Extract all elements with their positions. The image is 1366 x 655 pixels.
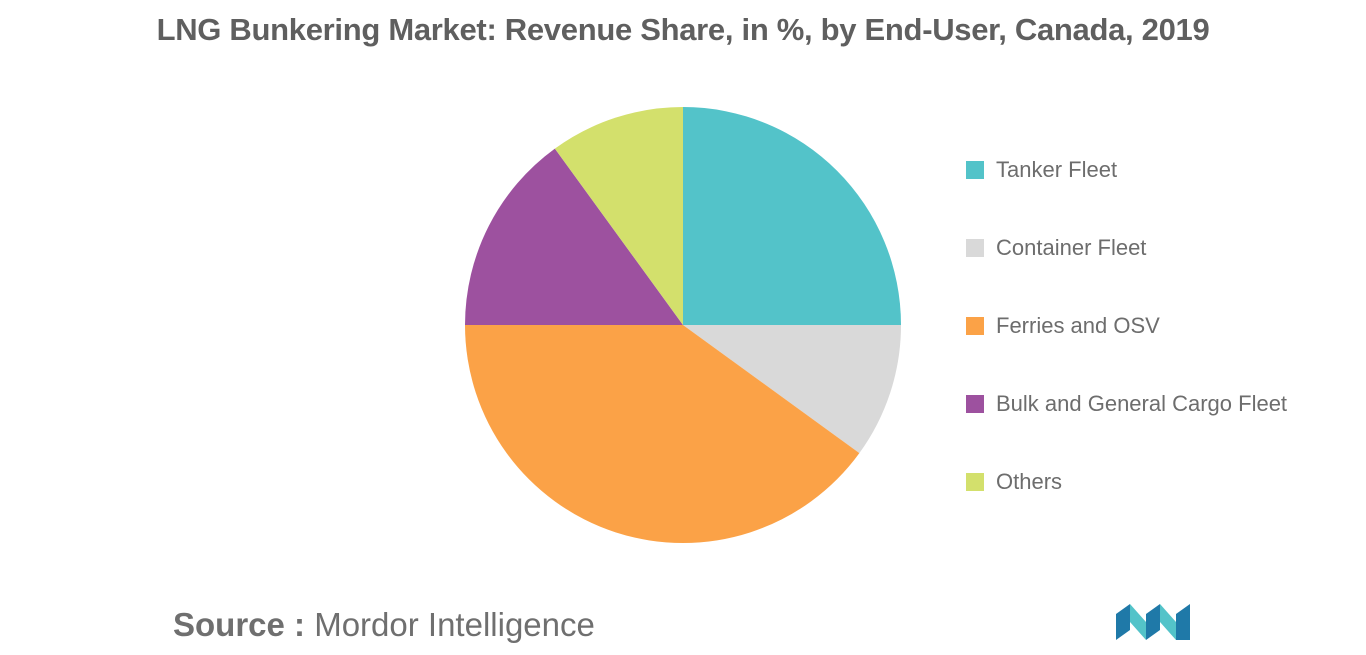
legend-item: Bulk and General Cargo Fleet	[966, 389, 1287, 419]
mordor-intelligence-logo-icon	[1116, 604, 1190, 640]
legend-swatch	[966, 317, 984, 335]
legend-item: Tanker Fleet	[966, 155, 1117, 185]
legend-swatch	[966, 473, 984, 491]
pie-slice-container-fleet	[683, 325, 901, 454]
pie-slice-ferries-and-osv	[465, 325, 860, 544]
legend-label: Tanker Fleet	[996, 157, 1118, 182]
legend-item: Ferries and OSV	[966, 311, 1160, 341]
legend-swatch	[966, 239, 984, 257]
legend-item: Container Fleet	[966, 233, 1146, 263]
source-text: Mordor Intelligence	[314, 606, 595, 643]
legend-label: Container Fleet	[996, 235, 1147, 260]
chart-title: LNG Bunkering Market: Revenue Share, in …	[156, 12, 1210, 47]
legend-label: Ferries and OSV	[996, 313, 1160, 338]
pie-slice-bulk-and-general-cargo-fleet	[465, 148, 683, 325]
legend-item: Others	[966, 467, 1062, 497]
source-note: Source : Mordor Intelligence	[173, 606, 595, 644]
pie-slice-others	[554, 107, 683, 325]
legend-label: Bulk and General Cargo Fleet	[996, 391, 1288, 416]
legend-swatch	[966, 395, 984, 413]
legend-swatch	[966, 161, 984, 179]
legend-label: Others	[996, 469, 1063, 494]
source-prefix: Source :	[173, 606, 306, 643]
pie-slice-tanker-fleet	[683, 107, 901, 325]
